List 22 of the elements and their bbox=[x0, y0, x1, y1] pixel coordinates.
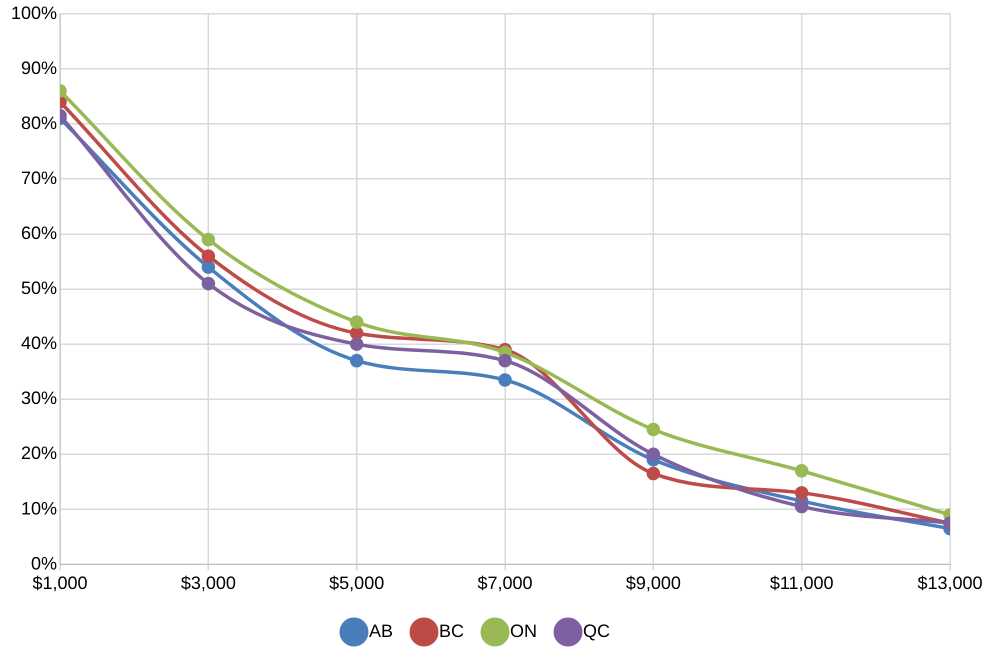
y-tick-label: 70% bbox=[21, 168, 58, 188]
legend-label: AB bbox=[368, 620, 394, 641]
x-tick-label: $7,000 bbox=[477, 573, 533, 594]
y-tick-label: 50% bbox=[21, 278, 58, 298]
y-tick-label: 20% bbox=[21, 443, 58, 464]
y-tick-label: 100% bbox=[10, 2, 58, 23]
y-tick-label: 10% bbox=[21, 498, 58, 518]
y-tick-label: 40% bbox=[21, 333, 58, 354]
x-tick-label: $5,000 bbox=[329, 573, 384, 594]
x-tick-label: $11,000 bbox=[770, 573, 834, 594]
x-tick-label: $3,000 bbox=[180, 573, 236, 594]
y-tick-label: 30% bbox=[21, 388, 58, 408]
x-tick-label: $13,000 bbox=[917, 573, 983, 594]
x-tick-label: $9,000 bbox=[626, 573, 681, 594]
legend-label: BC bbox=[439, 620, 464, 641]
legend-label: ON bbox=[510, 620, 538, 641]
y-tick-label: 90% bbox=[21, 58, 58, 78]
y-tick-label: 80% bbox=[21, 112, 58, 133]
x-tick-label: $1,000 bbox=[32, 573, 88, 594]
legend-label: QC bbox=[583, 620, 610, 641]
y-tick-label: 60% bbox=[21, 223, 58, 244]
y-tick-label: 0% bbox=[31, 553, 58, 574]
